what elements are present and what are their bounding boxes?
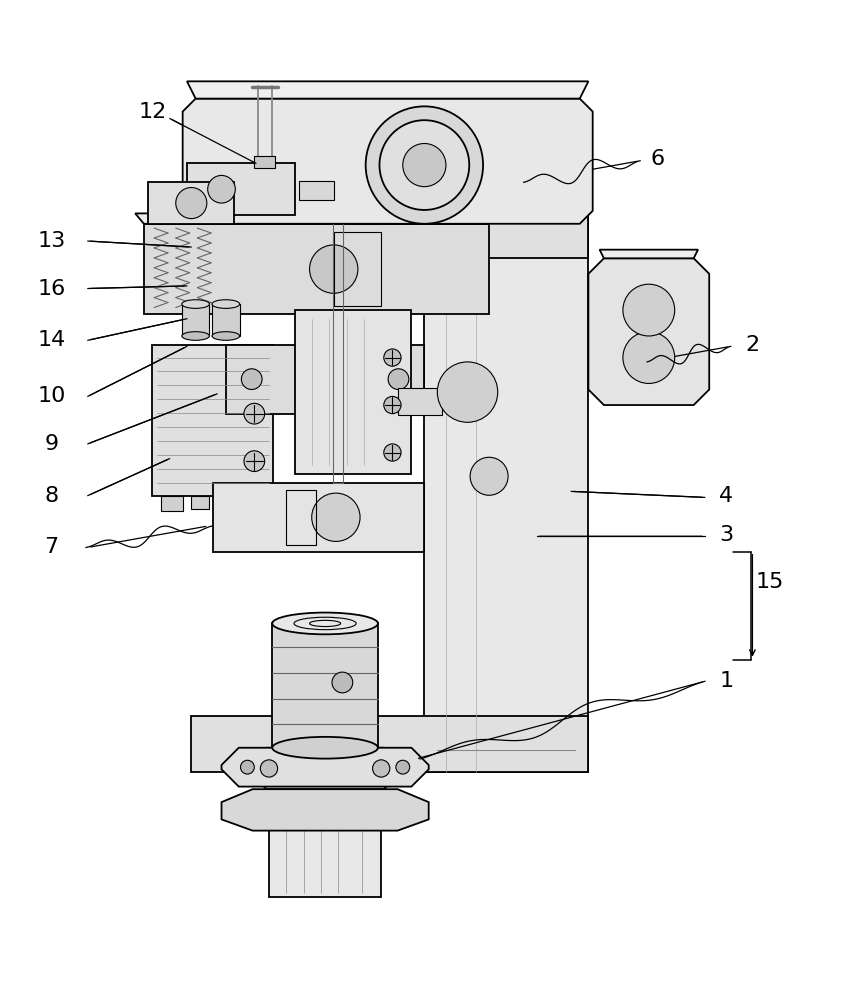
Circle shape [242, 369, 262, 390]
Polygon shape [191, 716, 588, 772]
Polygon shape [187, 81, 588, 99]
Text: 15: 15 [755, 572, 784, 592]
Circle shape [244, 451, 265, 472]
Polygon shape [222, 748, 429, 787]
Polygon shape [424, 181, 588, 772]
Polygon shape [213, 483, 424, 552]
Ellipse shape [212, 332, 240, 340]
Circle shape [396, 760, 410, 774]
Polygon shape [255, 156, 275, 168]
Polygon shape [272, 623, 378, 748]
Text: 10: 10 [37, 386, 66, 406]
Polygon shape [222, 789, 429, 831]
Circle shape [470, 457, 508, 495]
Text: 14: 14 [37, 330, 66, 350]
Circle shape [244, 403, 265, 424]
Text: 8: 8 [44, 486, 59, 506]
Polygon shape [135, 213, 498, 224]
Circle shape [208, 175, 236, 203]
Polygon shape [212, 304, 240, 336]
Polygon shape [187, 163, 295, 215]
Polygon shape [295, 310, 411, 474]
Polygon shape [239, 748, 411, 789]
Circle shape [241, 760, 255, 774]
Circle shape [623, 332, 675, 383]
Text: 7: 7 [44, 537, 59, 557]
Polygon shape [299, 181, 333, 200]
Circle shape [365, 106, 483, 224]
Text: 3: 3 [720, 525, 734, 545]
Text: 2: 2 [746, 335, 759, 355]
Ellipse shape [182, 300, 210, 308]
Circle shape [176, 188, 207, 219]
Polygon shape [183, 99, 592, 224]
Text: 12: 12 [139, 102, 166, 122]
Polygon shape [269, 789, 381, 897]
Polygon shape [191, 181, 588, 258]
Circle shape [309, 245, 358, 293]
Ellipse shape [272, 613, 378, 634]
Circle shape [379, 120, 469, 210]
Circle shape [403, 143, 446, 187]
Text: 13: 13 [37, 231, 66, 251]
Polygon shape [152, 345, 274, 496]
Text: 6: 6 [650, 149, 664, 169]
Text: 1: 1 [720, 671, 734, 691]
Polygon shape [588, 258, 709, 405]
Circle shape [261, 760, 278, 777]
Circle shape [388, 369, 409, 390]
Text: 16: 16 [37, 279, 66, 299]
Polygon shape [144, 224, 489, 314]
Text: 4: 4 [720, 486, 734, 506]
Ellipse shape [182, 332, 210, 340]
Ellipse shape [212, 300, 240, 308]
Text: 9: 9 [44, 434, 59, 454]
Polygon shape [148, 182, 235, 224]
Circle shape [384, 349, 401, 366]
Polygon shape [182, 304, 210, 336]
Circle shape [312, 493, 360, 541]
Polygon shape [161, 496, 183, 511]
Polygon shape [226, 345, 424, 414]
Polygon shape [398, 388, 442, 415]
Ellipse shape [272, 737, 378, 759]
Circle shape [332, 672, 352, 693]
Circle shape [384, 396, 401, 414]
Circle shape [437, 362, 498, 422]
Polygon shape [599, 250, 698, 258]
Circle shape [384, 444, 401, 461]
Circle shape [372, 760, 390, 777]
Polygon shape [191, 496, 209, 509]
Circle shape [623, 284, 675, 336]
